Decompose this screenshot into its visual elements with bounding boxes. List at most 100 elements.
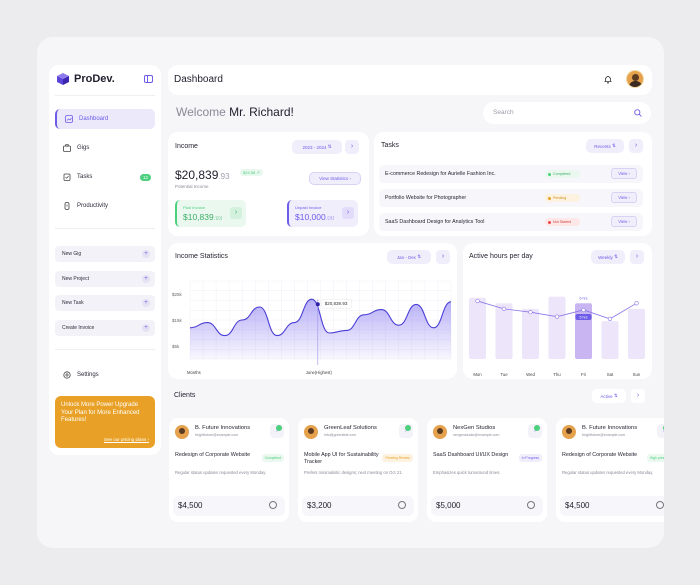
client-project: Redesign of Corporate Website <box>175 452 251 458</box>
divider <box>55 228 155 229</box>
client-open-button[interactable]: › <box>528 424 542 438</box>
x-tick-label: Sat <box>607 372 614 377</box>
avatar[interactable] <box>626 70 644 88</box>
sidebar-item-label: Productivity <box>77 203 109 209</box>
pricing-link-label: See our pricing plans <box>103 437 147 443</box>
plus-icon: + <box>142 324 150 332</box>
status-label: Pending <box>553 196 567 200</box>
task-row[interactable]: Portfolio Website for Photographer Pendi… <box>379 189 643 207</box>
briefcase-icon <box>63 144 71 152</box>
sidebar-item-gigs[interactable]: Gigs <box>55 138 155 158</box>
unpaid-invoice-card[interactable]: Unpaid Invoice $10,000.00 › <box>287 200 358 227</box>
y-tick-label: $5k <box>172 344 180 349</box>
search-input[interactable]: Search <box>483 102 651 124</box>
chat-icon[interactable] <box>527 501 535 509</box>
task-row[interactable]: E-commerce Redesign for Aurielle Fashion… <box>379 165 643 183</box>
status-badge: Not Started <box>545 218 580 226</box>
income-statistics-card: Income Statistics Jan - Dec ⇅ › $25k $15k… <box>168 243 457 379</box>
view-label: View <box>618 171 628 176</box>
client-project: Redesign of Corporate Website <box>562 452 638 458</box>
view-task-button[interactable]: View › <box>611 168 637 179</box>
client-card[interactable]: B. Future Innovations brightfuture@exampl… <box>556 418 664 522</box>
peak-point <box>315 302 320 307</box>
client-description: Emphasizes quick turnaround times. <box>433 470 501 475</box>
new-task-button[interactable]: New Task + <box>55 295 155 311</box>
sidebar-item-label: Dashboard <box>79 116 109 122</box>
client-email: brightfuture@example.com <box>195 433 239 437</box>
income-change-badge: $24.56 ↗ <box>240 169 263 176</box>
sidebar-item-label: Tasks <box>77 174 93 180</box>
client-price: $3,200 <box>307 501 332 510</box>
pricing-link[interactable]: See our pricing plans › <box>103 437 149 443</box>
client-name: B. Future Innovations <box>582 425 638 431</box>
stats-period-label: Jan - Dec <box>396 254 417 260</box>
sidebar-collapse-icon[interactable] <box>144 75 153 83</box>
sidebar: ProDev. Dashboard Gigs Tasks 12 Producti… <box>49 65 161 455</box>
create-invoice-button[interactable]: Create Invoice + <box>55 320 155 336</box>
search-icon[interactable] <box>634 109 642 117</box>
online-dot <box>534 425 540 431</box>
task-row[interactable]: SaaS Dashboard Design for Analytics Tool… <box>379 213 643 231</box>
income-next-button[interactable]: › <box>345 140 359 154</box>
welcome-name: Mr. Richard! <box>229 105 294 119</box>
tasks-next-button[interactable]: › <box>629 139 643 153</box>
paid-label: Paid Invoice <box>183 205 205 210</box>
line-point <box>634 301 639 306</box>
hours-period-select[interactable]: Weekly ⇅ <box>591 250 625 264</box>
welcome-message: Welcome Mr. Richard! <box>176 105 294 119</box>
sidebar-item-dashboard[interactable]: Dashboard <box>55 109 155 129</box>
income-amount-cents: .93 <box>218 172 230 181</box>
logo[interactable]: ProDev. <box>57 73 115 85</box>
new-project-button[interactable]: New Project + <box>55 271 155 287</box>
client-project: SaaS Dashboard UI/UX Design <box>433 452 509 458</box>
client-avatar <box>175 425 189 439</box>
tasks-filter-select[interactable]: Recents ⇅ <box>586 139 624 153</box>
income-amount: $20,839.93 <box>175 168 230 182</box>
client-open-button[interactable]: › <box>399 424 413 438</box>
chat-icon[interactable] <box>269 501 277 509</box>
stats-period-select[interactable]: Jan - Dec ⇅ <box>387 250 431 264</box>
view-task-button[interactable]: View › <box>611 216 637 227</box>
active-hours-bar-chart: Mon Tue Wed Thu Fri Sat Sun 6 hrs 5 hrs <box>469 296 645 377</box>
bell-icon[interactable] <box>604 75 612 84</box>
line-point <box>475 298 480 304</box>
client-project: Mobile App UI for Sustainability Tracker <box>304 452 379 466</box>
area-fill <box>190 299 451 359</box>
client-card[interactable]: B. Future Innovations brightfuture@exampl… <box>169 418 289 522</box>
income-period-select[interactable]: 2023 - 2024 ⇅ <box>292 140 342 154</box>
client-card[interactable]: NexGen Studios nexgenstudio@example.com › S… <box>427 418 547 522</box>
line-point <box>501 306 507 311</box>
bar <box>495 303 513 359</box>
view-task-button[interactable]: View › <box>611 192 637 203</box>
chat-icon[interactable] <box>656 501 664 509</box>
hours-period-label: Weekly <box>598 254 613 260</box>
stats-next-button[interactable]: › <box>436 250 450 264</box>
client-email: nexgenstudio@example.com <box>453 433 500 437</box>
clients-next-button[interactable]: › <box>631 389 645 403</box>
action-label: New Project <box>62 276 89 282</box>
client-card[interactable]: GreenLeaf Solutions info@greenleaf.com › Mo… <box>298 418 418 522</box>
status-badge: Completed <box>545 170 580 178</box>
client-open-button[interactable]: › <box>657 424 664 438</box>
view-statistics-button[interactable]: View Statistics › <box>309 172 361 185</box>
bar <box>469 297 486 359</box>
hours-next-button[interactable]: › <box>630 250 644 264</box>
sidebar-item-productivity[interactable]: Productivity <box>55 196 155 216</box>
sidebar-item-tasks[interactable]: Tasks 12 <box>55 167 155 187</box>
unpaid-arrow-icon: › <box>342 207 354 219</box>
x-tick-label: Thu <box>553 372 561 377</box>
active-hours-card: Active hours per day Weekly ⇅ › Mon Tue We… <box>463 243 652 379</box>
new-gig-button[interactable]: New Gig + <box>55 246 155 262</box>
client-status-badge: High priority <box>646 454 664 462</box>
sidebar-item-label: Gigs <box>77 145 90 151</box>
paid-invoice-card[interactable]: Paid Invoice $10,839.93 › <box>175 200 246 227</box>
sidebar-item-label: Settings <box>77 372 99 378</box>
clients-filter-select[interactable]: Active ⇅ <box>592 389 626 403</box>
client-status-badge: Completed <box>261 454 284 462</box>
chat-icon[interactable] <box>398 501 406 509</box>
unpaid-amount-cents: .00 <box>325 216 335 222</box>
x-tick-label: Mon <box>473 372 482 377</box>
client-open-button[interactable]: › <box>270 424 284 438</box>
sidebar-item-settings[interactable]: Settings <box>55 365 155 385</box>
tooltip-label: $20,839.93 <box>325 301 348 306</box>
